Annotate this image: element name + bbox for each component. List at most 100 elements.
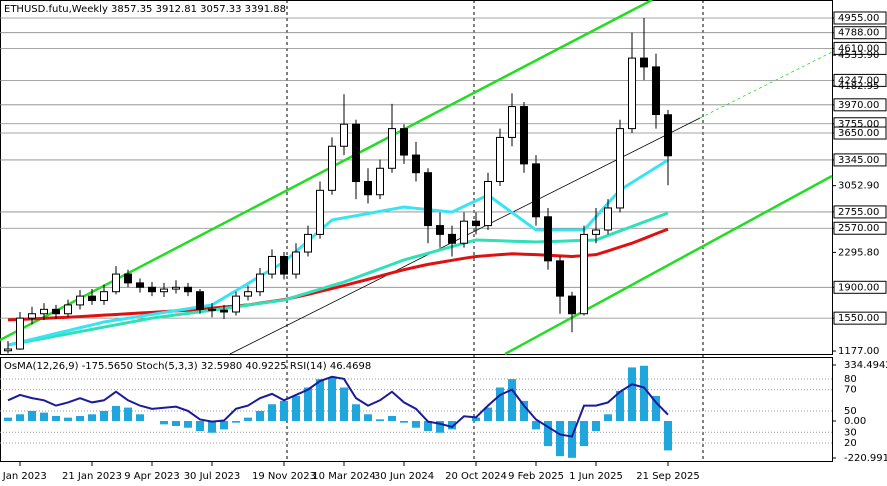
y-tick-label: 2295.80 bbox=[838, 247, 879, 258]
candle-body bbox=[352, 123, 360, 183]
candle-body bbox=[412, 154, 420, 174]
osma-bar bbox=[436, 421, 444, 433]
candle-body bbox=[100, 291, 108, 302]
price-box bbox=[833, 311, 887, 325]
candle-body bbox=[436, 225, 444, 235]
osma-bar bbox=[268, 404, 276, 422]
y-tick-label: 3345.00 bbox=[838, 155, 879, 166]
y-tick-label: 3970.00 bbox=[838, 100, 879, 111]
osma-bar bbox=[124, 407, 132, 422]
osma-tick-label: -220.9913 bbox=[844, 453, 887, 464]
y-tick-label: 1900.00 bbox=[838, 282, 879, 293]
candle-body bbox=[604, 207, 612, 231]
candle-body bbox=[460, 220, 468, 244]
x-tick-label: 5 Jan 2023 bbox=[0, 471, 47, 482]
x-tick-label: 30 Jul 2023 bbox=[184, 471, 241, 482]
osma-bar bbox=[112, 405, 120, 422]
y-tick-label: 4247.00 bbox=[838, 75, 879, 86]
candle-body bbox=[616, 128, 624, 209]
candle-body bbox=[532, 163, 540, 218]
y-tick-label: 3755.00 bbox=[838, 119, 879, 130]
osma-bar bbox=[592, 421, 600, 432]
osma-bar bbox=[28, 410, 36, 422]
osma-bar bbox=[220, 421, 228, 430]
moving-average bbox=[7, 227, 669, 322]
osma-bar bbox=[520, 400, 528, 422]
candle-body bbox=[592, 229, 600, 235]
osma-bar bbox=[100, 410, 108, 422]
moving-average bbox=[7, 211, 669, 347]
candle-body bbox=[76, 295, 84, 306]
candle-body bbox=[196, 291, 204, 310]
osma-bar bbox=[16, 414, 24, 422]
x-tick-label: 30 Jun 2024 bbox=[374, 471, 434, 482]
channel-upper bbox=[0, 0, 653, 342]
osma-bar bbox=[664, 421, 672, 451]
y-tick-label: 2570.00 bbox=[838, 223, 879, 234]
candle-body bbox=[148, 286, 156, 293]
osma-bar bbox=[364, 414, 372, 422]
indicator-title: OsMA(12,26,9) -175.5650 Stoch(5,3,3) 32.… bbox=[4, 361, 371, 372]
osma-bar bbox=[208, 421, 216, 433]
candle-body bbox=[16, 317, 24, 350]
candle-body bbox=[400, 128, 408, 156]
osma-tick-label: 0.00 bbox=[844, 416, 866, 427]
price-box bbox=[833, 41, 887, 55]
x-tick-label: 9 Apr 2023 bbox=[124, 471, 179, 482]
y-tick-label: 1177.00 bbox=[838, 346, 879, 357]
osma-bar bbox=[616, 390, 624, 422]
osma-bar bbox=[160, 421, 168, 425]
osma-bar bbox=[568, 421, 576, 458]
candle-body bbox=[484, 181, 492, 227]
osma-bar bbox=[604, 414, 612, 422]
candle-body bbox=[520, 106, 528, 165]
osma-bar bbox=[40, 412, 48, 422]
candle-body bbox=[664, 114, 672, 157]
osma-bar bbox=[448, 421, 456, 430]
candle-body bbox=[364, 181, 372, 196]
rsi-tick-label: 80 bbox=[844, 374, 857, 385]
candle-body bbox=[232, 295, 240, 313]
candle-body bbox=[640, 57, 648, 68]
osma-bar bbox=[376, 419, 384, 422]
candle-body bbox=[340, 123, 348, 147]
candle-body bbox=[124, 273, 132, 284]
y-tick-label: 4955.00 bbox=[838, 13, 879, 24]
y-tick-label: 1550.00 bbox=[838, 313, 879, 324]
price-box bbox=[833, 205, 887, 219]
x-tick-label: 21 Jan 2023 bbox=[62, 471, 122, 482]
candle-body bbox=[220, 309, 228, 313]
candle-body bbox=[472, 220, 480, 227]
candle-body bbox=[304, 233, 312, 253]
price-box bbox=[833, 26, 887, 40]
candle-body bbox=[568, 295, 576, 315]
x-tick-label: 21 Sep 2025 bbox=[636, 471, 699, 482]
osma-bar bbox=[196, 421, 204, 432]
osma-bar bbox=[652, 395, 660, 422]
x-tick-label: 20 Oct 2024 bbox=[445, 471, 507, 482]
candle-body bbox=[112, 273, 120, 293]
candle-body bbox=[376, 167, 384, 196]
x-tick-label: 1 Jun 2025 bbox=[569, 471, 623, 482]
candle-body bbox=[40, 308, 48, 315]
candle-body bbox=[292, 251, 300, 275]
osma-bar bbox=[76, 415, 84, 422]
osma-bar bbox=[328, 377, 336, 422]
y-tick-label: 3650.00 bbox=[838, 128, 879, 139]
osma-bar bbox=[580, 421, 588, 447]
candle-body bbox=[208, 308, 216, 311]
candle-body bbox=[388, 128, 396, 169]
price-box bbox=[833, 153, 887, 167]
osma-bar bbox=[532, 421, 540, 430]
y-tick-label: 4533.90 bbox=[838, 50, 879, 61]
x-tick-label: 19 Nov 2023 bbox=[252, 471, 316, 482]
osma-tick-label: 334.4942 bbox=[844, 360, 887, 371]
price-box bbox=[833, 98, 887, 112]
y-tick-label: 4610.00 bbox=[838, 43, 879, 54]
price-box bbox=[833, 221, 887, 235]
candle-body bbox=[508, 106, 516, 138]
x-tick-label: 10 Mar 2024 bbox=[312, 471, 375, 482]
x-tick-label: 9 Feb 2025 bbox=[508, 471, 564, 482]
